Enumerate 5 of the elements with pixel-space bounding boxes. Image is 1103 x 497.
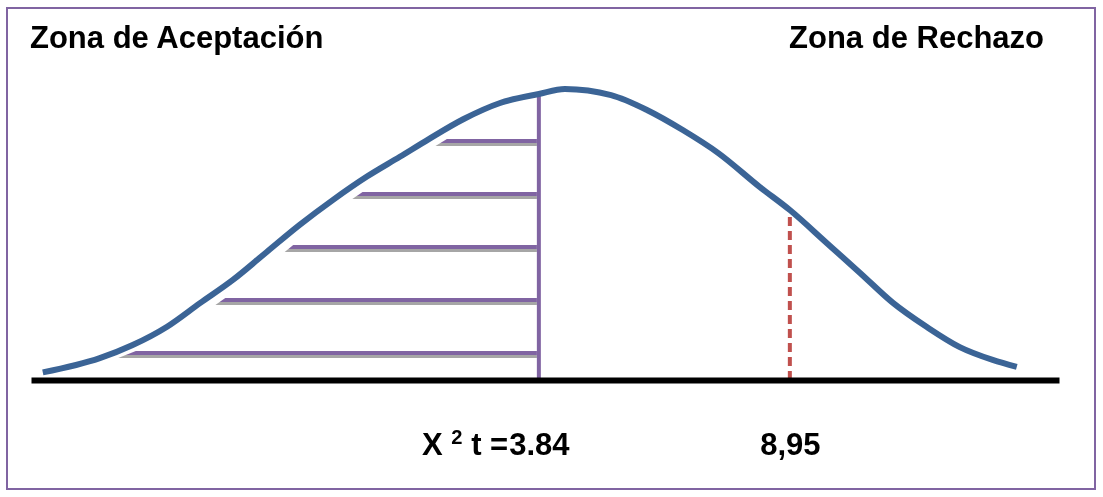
- x-tick-label: 3.84: [509, 427, 571, 463]
- ref-line-label: X $^{2}$ t =: [422, 426, 509, 462]
- text: Zona de Rechazo: [789, 20, 1044, 55]
- text: Zona de Aceptación: [30, 20, 324, 55]
- x-tick-label: 8,95: [760, 427, 821, 463]
